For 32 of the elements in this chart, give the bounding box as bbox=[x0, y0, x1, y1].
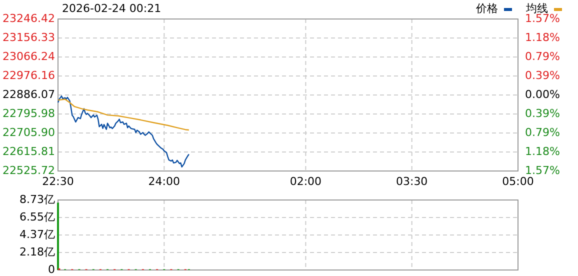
y-tick-label: 22615.81 bbox=[2, 145, 55, 158]
y-tick-label: 23246.42 bbox=[2, 12, 55, 26]
x-tick-label: 03:30 bbox=[396, 175, 428, 188]
y2-tick-label: 0.00% bbox=[525, 88, 560, 102]
y2-tick-label: 0.39% bbox=[525, 106, 560, 120]
y2-tick-label: 0.79% bbox=[525, 126, 560, 140]
line-series bbox=[57, 95, 190, 168]
y2-tick-label: 1.18% bbox=[525, 30, 560, 44]
line-series bbox=[57, 98, 190, 131]
x-tick-label: 22:30 bbox=[42, 175, 74, 188]
y-tick-label: 23156.33 bbox=[2, 31, 55, 44]
legend-label: 价格 bbox=[475, 2, 498, 16]
y-tick-label: 2.18亿 bbox=[20, 246, 55, 259]
y-tick-label: 6.55亿 bbox=[20, 210, 55, 224]
y-tick-label: 22525.72 bbox=[2, 164, 55, 178]
y-tick-label: 22795.98 bbox=[2, 107, 55, 120]
bar bbox=[57, 202, 59, 270]
x-tick-label: 24:00 bbox=[148, 175, 180, 188]
y2-tick-label: 1.57% bbox=[525, 164, 560, 178]
y2-tick-label: 0.39% bbox=[525, 69, 560, 82]
y-tick-label: 22705.90 bbox=[2, 126, 55, 140]
y-tick-label: 22886.07 bbox=[2, 88, 55, 102]
y-tick-label: 4.37亿 bbox=[20, 228, 55, 241]
x-tick-label: 02:00 bbox=[290, 175, 322, 188]
x-tick-label: 05:00 bbox=[502, 175, 534, 188]
y-tick-label: 23066.24 bbox=[2, 50, 55, 64]
y-tick-label: 8.73亿 bbox=[20, 193, 55, 206]
y-tick-label: 0 bbox=[48, 263, 55, 276]
y2-tick-label: 0.79% bbox=[525, 50, 560, 63]
y2-tick-label: 1.18% bbox=[525, 145, 560, 158]
chart-title: 2026-02-24 00:21 bbox=[62, 2, 162, 16]
y-tick-label: 22976.16 bbox=[2, 69, 55, 82]
